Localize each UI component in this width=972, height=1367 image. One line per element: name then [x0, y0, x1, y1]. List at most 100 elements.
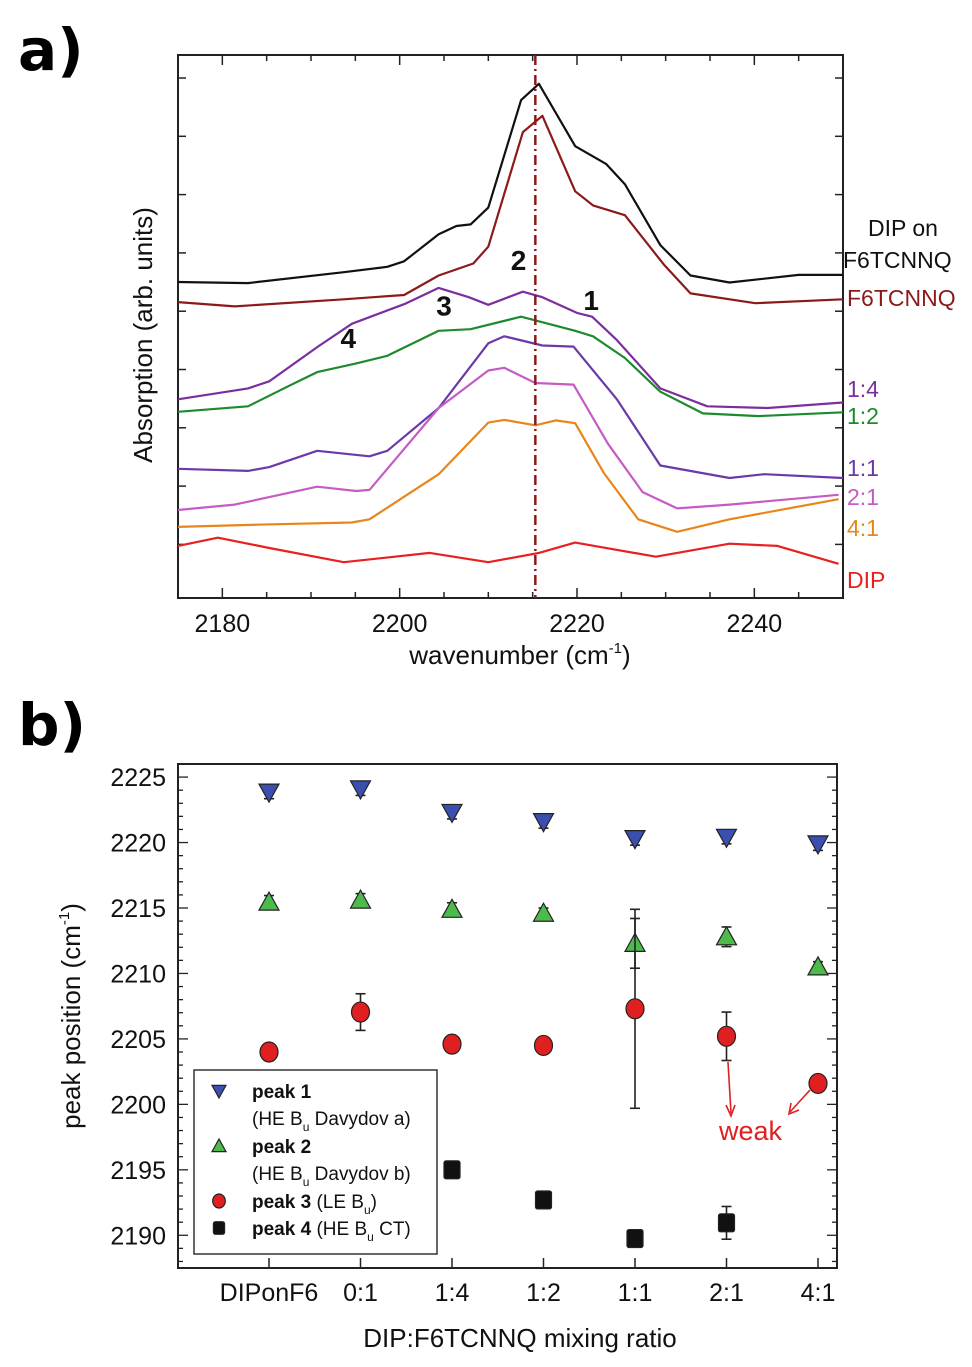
panel-a-x-axis-title: wavenumber (cm-1)	[408, 640, 630, 670]
legend-desc: (HE B	[252, 1109, 303, 1130]
panel-b-y-axis-title: peak position (cm-1)	[56, 903, 86, 1129]
peak-2-point	[349, 888, 372, 909]
spectrum-f6tcnnq	[177, 114, 844, 308]
weak-arrow-2	[789, 1089, 811, 1113]
peak-3-point	[259, 1041, 279, 1063]
panel-b-plot-frame	[177, 763, 838, 1269]
panel-a-series-labels: DIP on F6TCNNQ F6TCNNQ 1:41:2 1:1 2:1 4:1 DIP	[843, 215, 956, 593]
series-label: F6TCNNQ	[847, 285, 956, 311]
legend-peak-2-label: peak 2	[252, 1137, 311, 1158]
series-label: 2:1	[847, 484, 879, 510]
legend-desc: (HE B	[252, 1164, 303, 1185]
peak-3-point	[533, 1034, 554, 1057]
legend-subscript: u	[367, 1230, 374, 1244]
legend-frame	[193, 1069, 438, 1255]
legend-description: (HE Bu Davydov a)	[252, 1109, 411, 1134]
y-tick-label: 2205	[110, 1026, 166, 1054]
y-tick-label: 2225	[110, 764, 166, 792]
legend-peak-3-label: peak 3 (LE Bu)	[252, 1192, 377, 1217]
weak-arrowhead-2	[787, 1102, 800, 1116]
y-tick-label: 2195	[110, 1157, 166, 1185]
legend-peak-1-label: peak 1	[252, 1082, 312, 1103]
series-label: 4:1	[847, 515, 879, 541]
y-tick-label: 2220	[110, 830, 166, 858]
series-label: 1:2	[847, 403, 879, 429]
panel-b-x-axis-title: DIP:F6TCNNQ mixing ratio	[363, 1323, 677, 1353]
peak-1-point	[532, 813, 555, 833]
series-label-f6tcnnq-2: F6TCNNQ	[843, 247, 952, 273]
legend-subscript: u	[364, 1203, 371, 1217]
peak-2-point	[806, 955, 830, 976]
series-label-dip-on: DIP on	[868, 215, 938, 241]
legend-desc: (LE B	[316, 1192, 364, 1213]
y-tick-label: 2200	[110, 1091, 166, 1119]
peak-2-point	[440, 898, 464, 918]
peak-3-point	[350, 1001, 371, 1023]
peak-number-label: 1	[583, 285, 599, 316]
panel-b-peak-position-chart: 2190 2195 2200 2205 2210 2215 2220 2225 DIPonF6 0…	[56, 763, 838, 1353]
legend-peak-3-marker	[212, 1193, 226, 1209]
weak-label: weak	[718, 1116, 783, 1146]
panel-b-legend: peak 1(HE Bu Davydov a)peak 2(HE Bu Davy…	[193, 1069, 438, 1255]
peak-number-label: 4	[340, 323, 356, 354]
peak-2-point	[715, 925, 738, 946]
x-tick-label: 1:2	[526, 1279, 561, 1307]
x-tick-label: 4:1	[801, 1279, 836, 1307]
weak-arrow-1	[727, 1061, 732, 1114]
panel-a-curves	[177, 55, 844, 598]
series-label: 1:1	[847, 455, 879, 481]
x-tick-label: DIPonF6	[220, 1279, 319, 1307]
peak-1-point	[806, 835, 830, 856]
y-tick-label: 2210	[110, 960, 166, 988]
peak-number-label: 3	[436, 291, 452, 322]
panel-a-spectra-chart: 2180 2200 2220 2240 DIP on F6TCNNQ F6TCNNQ 1:4…	[128, 54, 956, 670]
legend-description: (HE Bu Davydov b)	[252, 1164, 411, 1189]
spectrum-1-4	[177, 286, 844, 410]
legend-desc-end: )	[371, 1192, 377, 1213]
legend-peak-4-label: peak 4 (HE Bu CT)	[252, 1219, 411, 1244]
legend-name: peak 2	[252, 1137, 311, 1158]
series-label: 1:4	[847, 376, 879, 402]
legend-desc: (HE B	[316, 1219, 367, 1240]
x-tick-label: 2180	[195, 610, 251, 638]
series-label: DIP	[847, 567, 885, 593]
x-tick-label: 1:1	[618, 1279, 653, 1307]
peak-1-point	[349, 780, 372, 801]
spectrum-dip-on	[177, 82, 843, 285]
weak-arrowhead-1	[725, 1104, 736, 1119]
peak-number-label: 2	[511, 245, 527, 276]
peak-4-point	[717, 1213, 736, 1233]
peak-2-point	[532, 902, 555, 922]
x-tick-label: 0:1	[343, 1279, 378, 1307]
legend-name: peak 3	[252, 1192, 311, 1213]
peak-3-point	[716, 1025, 737, 1047]
legend-peak-1-marker	[210, 1084, 228, 1100]
legend-subscript: u	[303, 1120, 310, 1134]
panel-b-points	[257, 780, 830, 1249]
x-tick-label: 2240	[727, 610, 783, 638]
x-tick-label: 2220	[549, 610, 605, 638]
x-tick-label: 2200	[372, 610, 428, 638]
legend-peak-2-marker	[210, 1137, 228, 1153]
panel-a-letter: a)	[18, 16, 84, 84]
legend-desc-end: Davydov b)	[309, 1164, 410, 1185]
panel-a-ticks: 2180 2200 2220 2240	[177, 55, 844, 638]
peak-4-point	[534, 1190, 553, 1210]
peak-1-point	[715, 828, 738, 849]
peak-1-point	[440, 803, 464, 824]
legend-desc-end: CT)	[374, 1219, 411, 1240]
x-tick-label: 1:4	[435, 1279, 470, 1307]
spectrum-4-1	[177, 418, 839, 533]
legend-name: peak 1	[252, 1082, 312, 1103]
legend-subscript: u	[303, 1175, 310, 1189]
spectrum-1-2	[177, 315, 844, 418]
y-tick-label: 2215	[110, 895, 166, 923]
peak-4-point	[626, 1228, 644, 1249]
weak-annotation: weak	[718, 1061, 811, 1146]
panel-a-y-axis-title: Absorption (arb. units)	[128, 207, 158, 463]
peak-2-point	[257, 890, 281, 911]
spectrum-2-1	[177, 366, 839, 512]
legend-peak-4-marker	[212, 1221, 226, 1235]
panel-b-letter: b)	[18, 691, 86, 759]
